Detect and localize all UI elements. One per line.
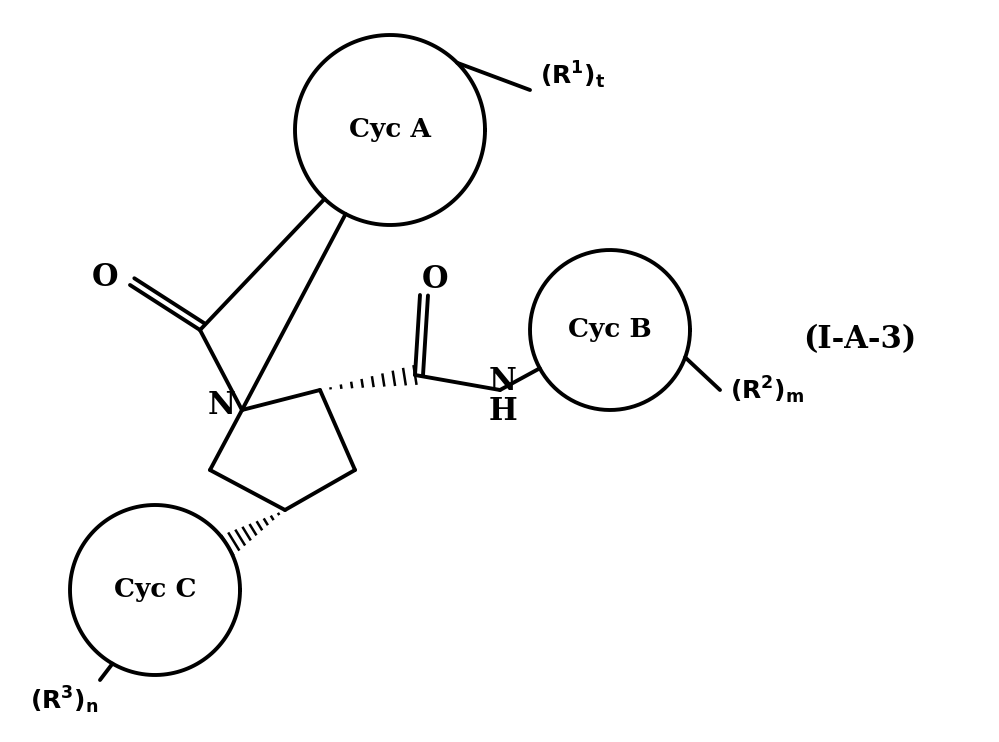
- Text: $\mathbf{(R^2)_m}$: $\mathbf{(R^2)_m}$: [730, 374, 804, 406]
- Text: $\mathbf{(R^1)_t}$: $\mathbf{(R^1)_t}$: [540, 59, 605, 91]
- Text: $\mathbf{(R^3)_n}$: $\mathbf{(R^3)_n}$: [30, 684, 99, 716]
- Text: O: O: [92, 263, 118, 294]
- Text: Cyc B: Cyc B: [568, 318, 652, 343]
- Text: N: N: [208, 390, 236, 421]
- Text: N: N: [490, 366, 516, 396]
- Text: (I-A-3): (I-A-3): [803, 324, 917, 355]
- Text: O: O: [422, 264, 449, 295]
- Text: Cyc C: Cyc C: [114, 577, 196, 603]
- Text: H: H: [489, 395, 517, 427]
- Text: Cyc A: Cyc A: [349, 117, 431, 142]
